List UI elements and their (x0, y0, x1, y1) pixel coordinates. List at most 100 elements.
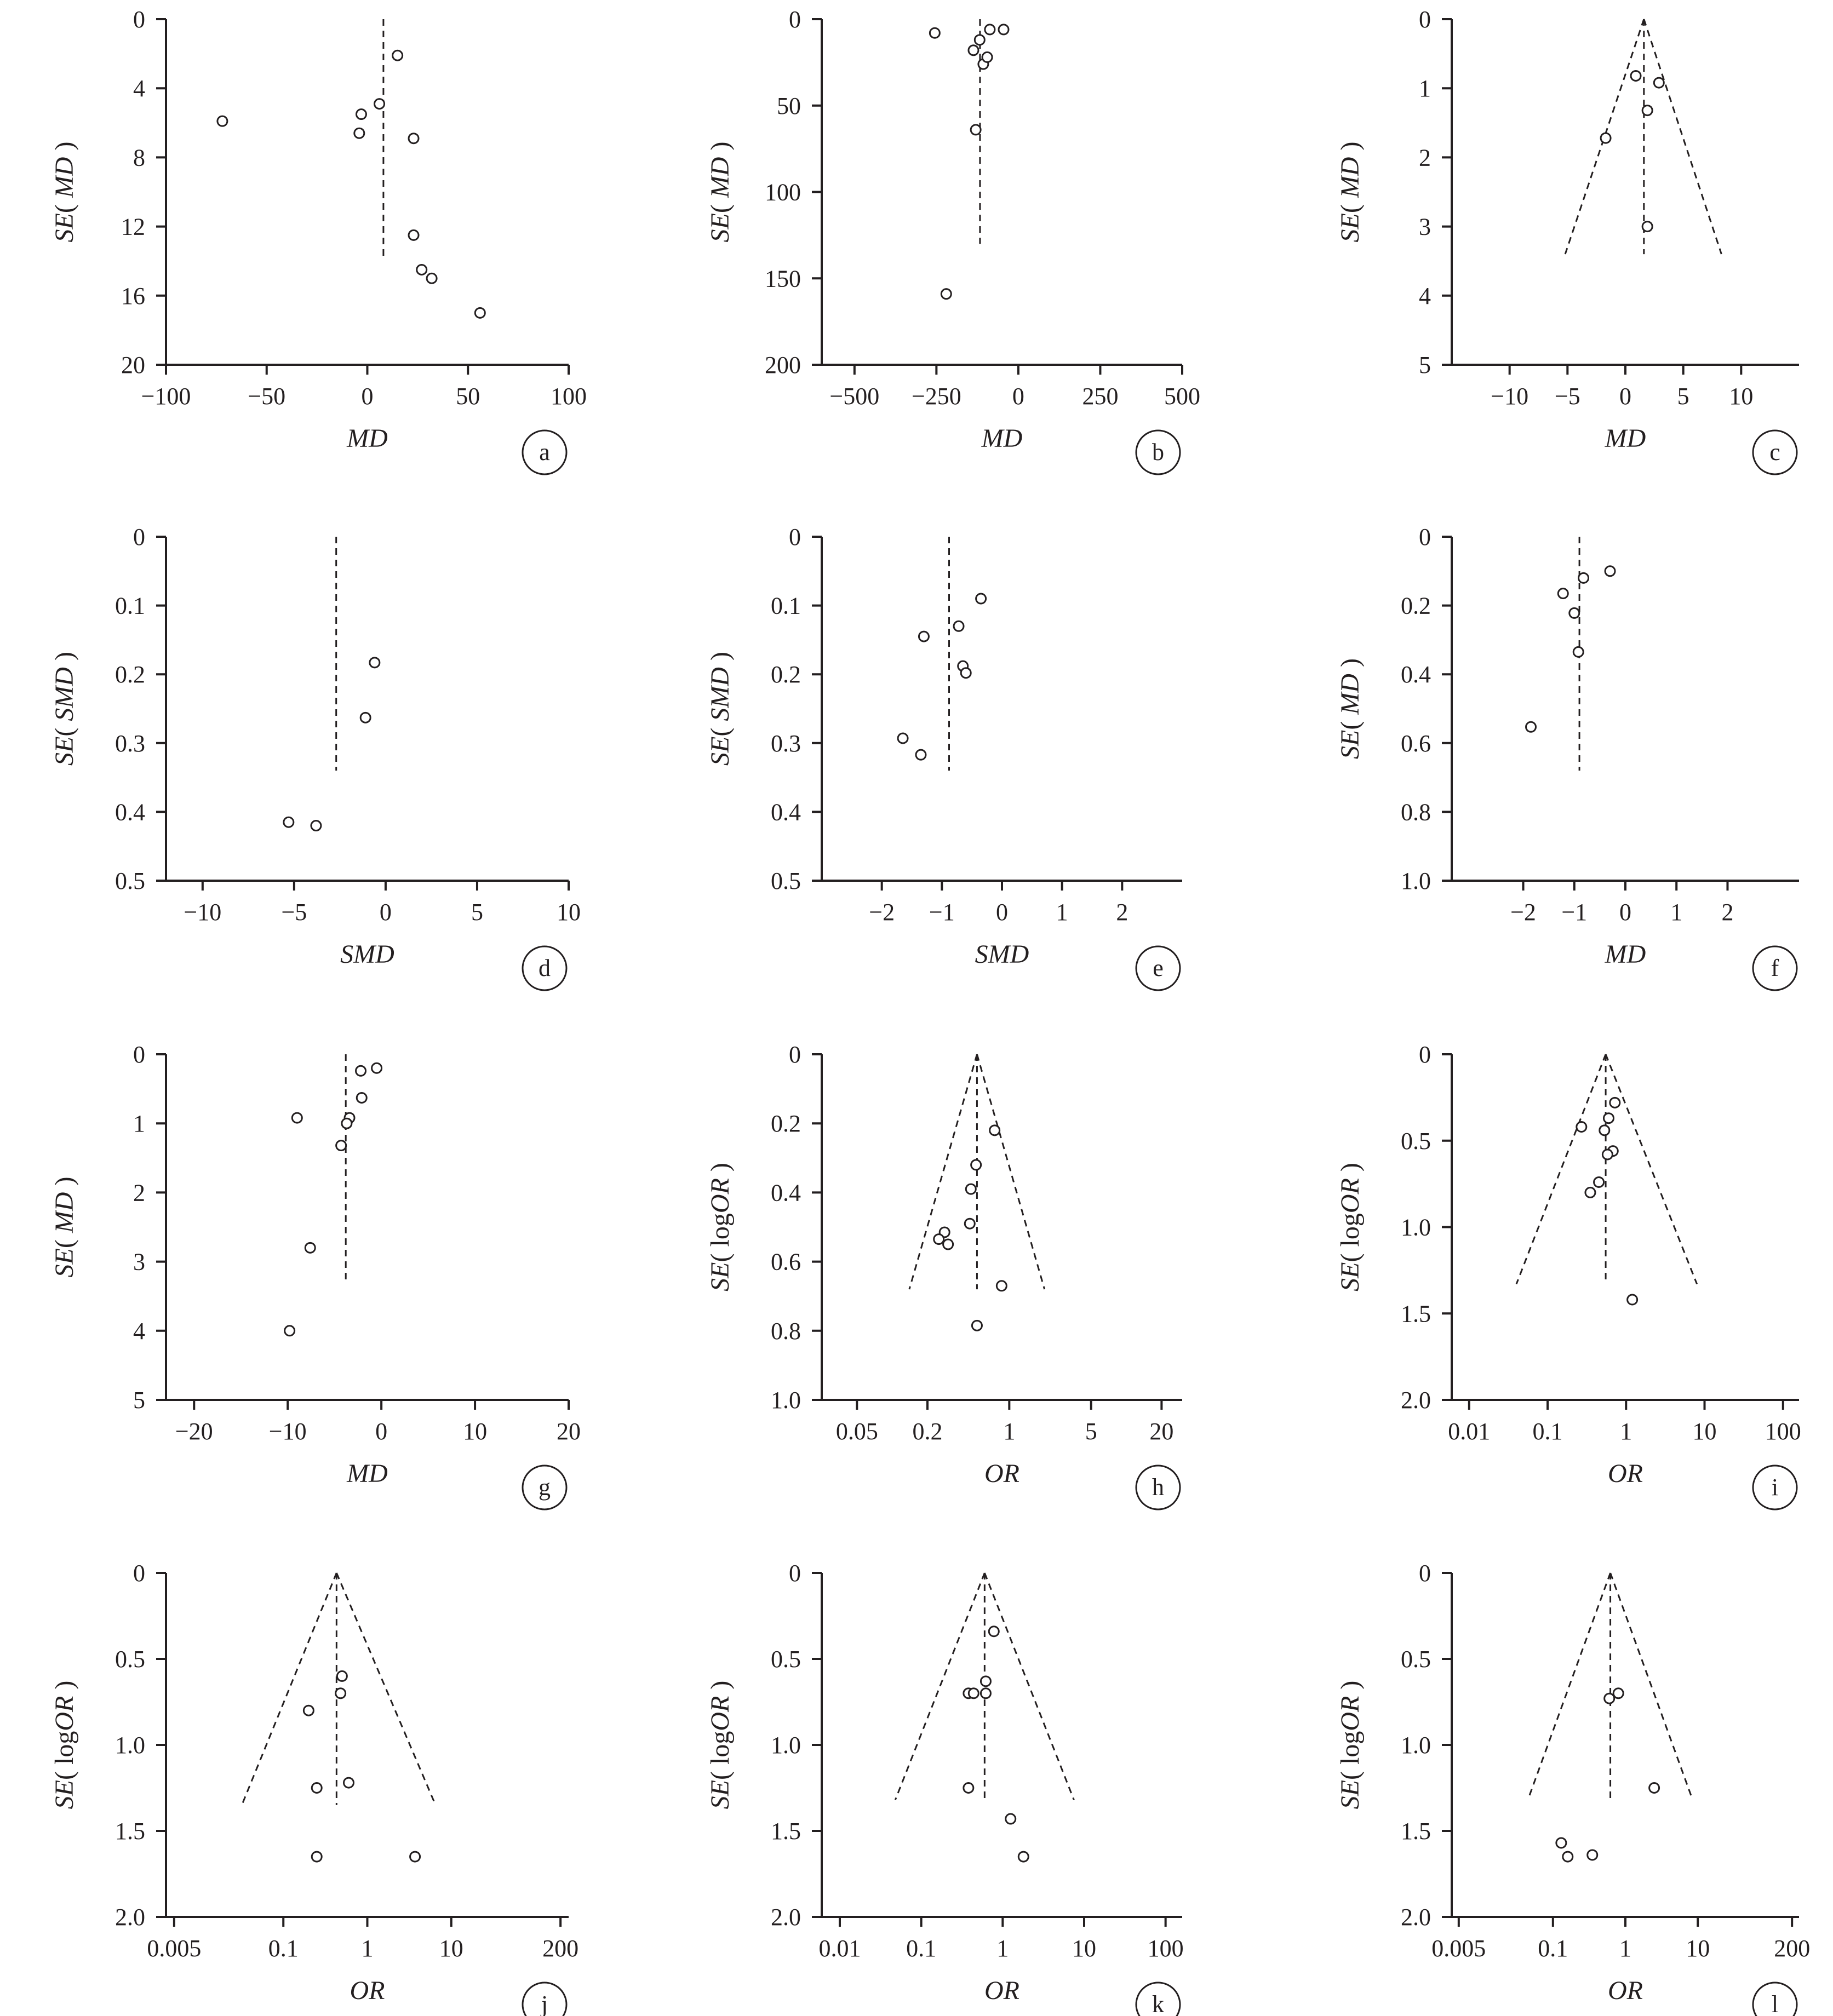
x-tick-label: 0 (1012, 383, 1024, 410)
study-point (1557, 588, 1569, 600)
y-axis-title: SE( MD ) (50, 142, 79, 243)
y-tick-label: 0 (1419, 1560, 1431, 1587)
study-point (359, 711, 371, 723)
x-axis-title: SMD (340, 940, 394, 969)
y-tick-label: 0.4 (1401, 661, 1431, 688)
study-point (284, 1325, 296, 1337)
study-point (1653, 77, 1665, 89)
x-tick-label: 200 (542, 1935, 578, 1962)
study-point (970, 1159, 982, 1171)
study-point (474, 307, 486, 319)
x-tick-label: 200 (1774, 1935, 1810, 1962)
x-tick-label: 0.01 (1448, 1418, 1490, 1445)
y-tick-label: 16 (121, 283, 145, 309)
panel-label: j (540, 1991, 548, 2016)
study-point (310, 820, 322, 832)
panel-label-badge (1135, 429, 1181, 475)
x-tick-label: 20 (1149, 1418, 1173, 1445)
funnel-plot-k: 0 0.5 1.0 1.5 2.0 0.01 0.1 1 10 100 OR SE( logOR ) k (706, 1560, 1184, 2016)
funnel-plot-a: 0 4 8 12 16 20 −100 −50 0 50 100 MD SE( MD ) a (50, 6, 587, 475)
x-tick-label: −500 (829, 383, 879, 410)
panel-label: c (1769, 439, 1780, 466)
study-point (1562, 1851, 1574, 1863)
y-tick-label: 1.0 (771, 1387, 801, 1414)
y-axis-title: SE( logOR ) (50, 1681, 79, 1810)
y-tick-label: 2.0 (115, 1904, 145, 1931)
x-axis-title: OR (984, 1976, 1019, 2005)
study-point (967, 1687, 979, 1699)
y-tick-label: 1.5 (115, 1818, 145, 1845)
y-tick-label: 0 (789, 524, 801, 550)
funnel-plot-l: 0 0.5 1.0 1.5 2.00.005 0.1 1 10 200 OR SE( logOR )… (1336, 1560, 1810, 2016)
funnel-left-edge (908, 1054, 978, 1290)
study-point (979, 1687, 992, 1699)
study-point (336, 1670, 348, 1682)
study-point (1641, 221, 1653, 233)
x-tick-label: −1 (1561, 899, 1587, 926)
study-point (374, 98, 386, 110)
x-tick-label: 0 (1619, 899, 1631, 926)
study-point (1601, 1148, 1613, 1161)
y-tick-label: 1.0 (1401, 1214, 1431, 1241)
study-point (963, 1782, 975, 1794)
y-axis-title: SE( MD ) (706, 142, 735, 243)
study-point (973, 34, 986, 46)
study-point (335, 1140, 347, 1152)
y-tick-label: 0.5 (115, 1646, 145, 1673)
study-point (1600, 132, 1612, 144)
y-tick-label: 0.8 (771, 1318, 801, 1345)
study-point (918, 630, 930, 642)
funnel-left-edge (1527, 1572, 1611, 1800)
y-tick-label: 0.4 (115, 799, 145, 825)
x-tick-label: −20 (175, 1418, 213, 1445)
x-tick-label: 1 (1620, 1418, 1632, 1445)
study-point (1641, 105, 1653, 117)
study-point (341, 1117, 353, 1129)
y-tick-label: 0.5 (1401, 1128, 1431, 1155)
x-tick-label: 100 (551, 383, 587, 410)
funnel-right-edge (335, 1572, 437, 1806)
study-point (1584, 1186, 1596, 1198)
x-tick-label: −5 (1555, 383, 1580, 410)
study-point (355, 1065, 367, 1077)
study-point (369, 657, 381, 669)
x-tick-label: 0 (375, 1418, 387, 1445)
y-tick-label: 0.5 (771, 868, 801, 894)
x-tick-label: 10 (439, 1935, 463, 1962)
panel-label-badge (522, 1981, 568, 2016)
y-tick-label: 4 (133, 75, 145, 102)
study-point (929, 27, 941, 39)
y-tick-label: 3 (1419, 214, 1431, 240)
study-point (1630, 70, 1642, 82)
study-point (970, 124, 982, 136)
y-tick-label: 2.0 (1401, 1387, 1431, 1414)
panel-label: d (539, 955, 551, 981)
y-tick-label: 1.0 (1401, 1732, 1431, 1759)
y-tick-label: 1 (133, 1110, 145, 1137)
y-tick-label: 1.5 (1401, 1300, 1431, 1327)
x-tick-label: 0.05 (836, 1418, 878, 1445)
study-point (915, 749, 927, 761)
study-point (1572, 646, 1584, 658)
x-axis-title: MD (346, 1459, 388, 1488)
x-axis-title: OR (350, 1976, 385, 2005)
x-tick-label: 0.1 (906, 1935, 936, 1962)
study-point (408, 133, 420, 145)
x-tick-label: 1 (1056, 899, 1068, 926)
x-tick-label: 10 (1729, 383, 1753, 410)
study-point (1568, 607, 1580, 619)
study-point (1626, 1294, 1639, 1306)
study-point (979, 1675, 992, 1687)
study-point (1555, 1837, 1567, 1849)
study-point (975, 593, 987, 605)
panel-label-badge (522, 945, 568, 991)
panel-label: e (1153, 955, 1164, 981)
study-point (371, 1062, 383, 1074)
funnel-plot-g: 0 1 2 3 4 5 −20 −10 0 10 20 MD SE( MD ) g (50, 1041, 581, 1510)
study-point (967, 44, 979, 56)
funnel-right-edge (1643, 19, 1722, 255)
study-point (1525, 721, 1537, 733)
study-point (995, 1280, 1007, 1292)
y-tick-label: 12 (121, 214, 145, 240)
study-point (988, 1626, 1000, 1638)
